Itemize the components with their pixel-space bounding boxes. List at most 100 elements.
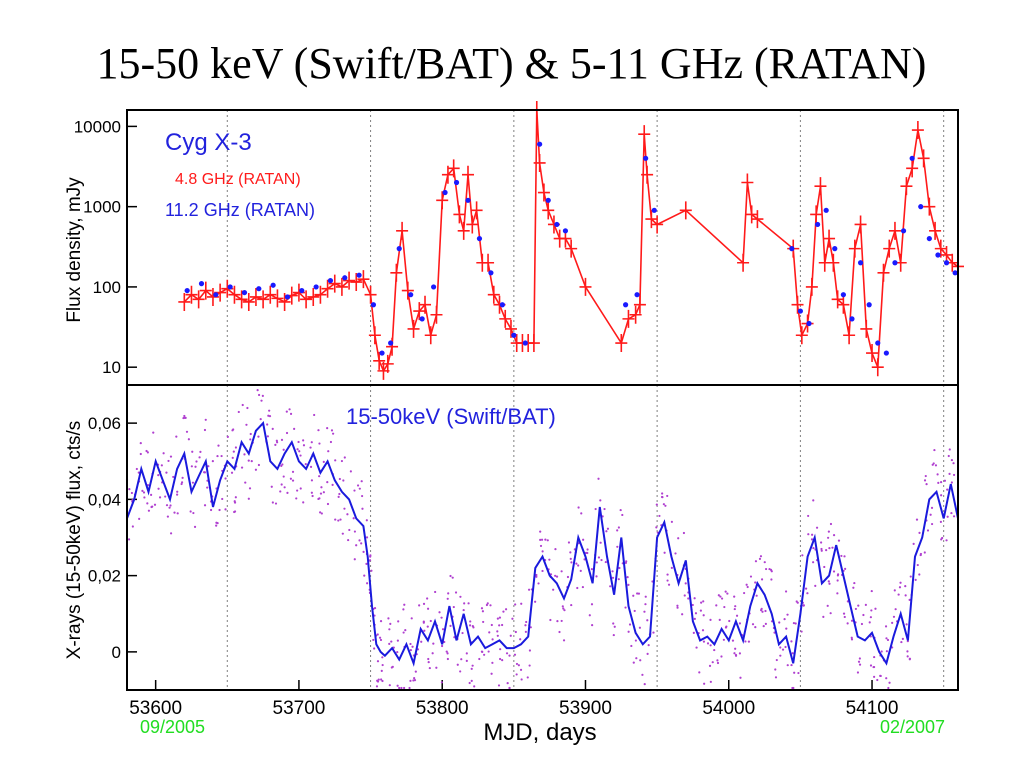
series-4.8ghz-point [823,229,836,248]
bat-daily-point [289,477,292,480]
x-tick-label: 54100 [846,698,899,719]
bat-daily-point [491,638,494,641]
bat-daily-point [540,538,544,541]
bat-daily-point [209,508,213,512]
bat-daily-point [463,602,466,605]
bat-daily-point [915,518,919,521]
bat-daily-point [933,448,936,452]
bat-daily-point [440,681,443,684]
bat-daily-point [930,522,934,526]
bat-daily-point [347,538,350,542]
bat-daily-point [764,609,767,613]
bat-daily-point [820,541,823,544]
series-11.2ghz-point [213,292,219,298]
bat-daily-point [941,536,944,540]
bat-daily-point [792,621,796,625]
bat-daily-point [378,636,382,639]
bat-daily-point [420,640,423,643]
bat-daily-point [661,492,664,495]
bat-daily-point [666,494,669,498]
series-4.8ghz-point [533,153,546,172]
bat-daily-point [334,459,337,462]
series-11.2ghz-point [554,221,560,228]
bat-daily-point [452,605,455,609]
bat-daily-point [370,569,373,572]
bat-daily-point [266,435,269,438]
bat-daily-point [310,441,313,444]
x-tick-label: 53600 [129,698,182,719]
bat-daily-point [733,652,736,655]
series-4.8ghz-point [457,221,470,240]
bat-daily-point [285,431,289,435]
series-4.8ghz-point [381,354,394,373]
bat-daily-point [541,550,544,553]
bat-daily-point [749,575,753,578]
series-4.8ghz-point [424,326,437,345]
bat-daily-point [635,657,638,660]
bat-daily-point [203,428,207,432]
bat-daily-point [822,615,825,618]
bat-daily-point [295,497,298,500]
bat-daily-point [193,525,197,529]
bat-daily-point [595,575,598,578]
bat-daily-point [245,423,248,426]
bat-daily-point [873,675,876,678]
series-11.2ghz-point [823,207,829,213]
bat-daily-point [283,486,286,489]
series-11.2ghz-point [562,228,569,234]
bat-daily-point [926,529,930,532]
bat-daily-point [790,663,793,667]
bat-daily-point [423,629,426,632]
bat-daily-point [869,664,873,667]
bat-daily-point [381,679,384,683]
bat-daily-point [529,626,532,629]
bat-daily-point [850,638,854,641]
bat-daily-point [291,470,295,473]
bat-daily-point [318,475,321,478]
bat-daily-point [282,448,285,451]
bat-daily-point [609,585,612,588]
bat-daily-point [815,526,819,529]
bat-daily-point [664,504,667,507]
bat-daily-point [754,581,757,584]
bat-daily-point [554,547,557,551]
y-tick-label: 0,02 [88,567,121,586]
bat-daily-point [843,615,846,619]
bat-daily-point [627,630,630,633]
bat-daily-point [224,477,227,480]
series-11.2ghz-point [299,287,305,294]
bat-daily-point [147,509,151,512]
series-4.8ghz-point [848,239,861,258]
bat-daily-point [520,602,523,605]
bat-daily-point [869,616,872,619]
bat-daily-point [490,623,493,627]
series-11.2ghz-point [431,284,437,290]
bat-daily-point [662,503,665,506]
bat-daily-point [576,586,579,590]
bat-daily-point [858,657,861,660]
bat-daily-point [361,494,364,498]
bat-daily-point [561,605,564,608]
bat-daily-point [203,504,207,507]
bat-daily-point [288,408,291,411]
x-tick-label: 53900 [559,698,612,719]
bat-daily-point [858,663,862,666]
series-11.2ghz-point [465,197,471,203]
bat-daily-point [440,616,443,619]
bat-daily-point [807,514,810,518]
bat-daily-point [852,586,855,589]
bat-daily-point [259,418,262,421]
bat-daily-point [146,451,149,454]
bat-daily-point [404,629,407,632]
series-4.8ghz-point [335,277,348,296]
series-11.2ghz-point [453,179,460,186]
bat-daily-point [666,579,669,582]
bat-daily-point [511,617,514,620]
bat-daily-point [802,604,805,607]
bat-daily-point [606,527,610,530]
bat-daily-point [733,595,736,598]
bat-daily-point [496,617,499,620]
bat-daily-point [440,644,444,648]
bat-daily-point [153,503,157,506]
bat-daily-point [912,542,915,545]
